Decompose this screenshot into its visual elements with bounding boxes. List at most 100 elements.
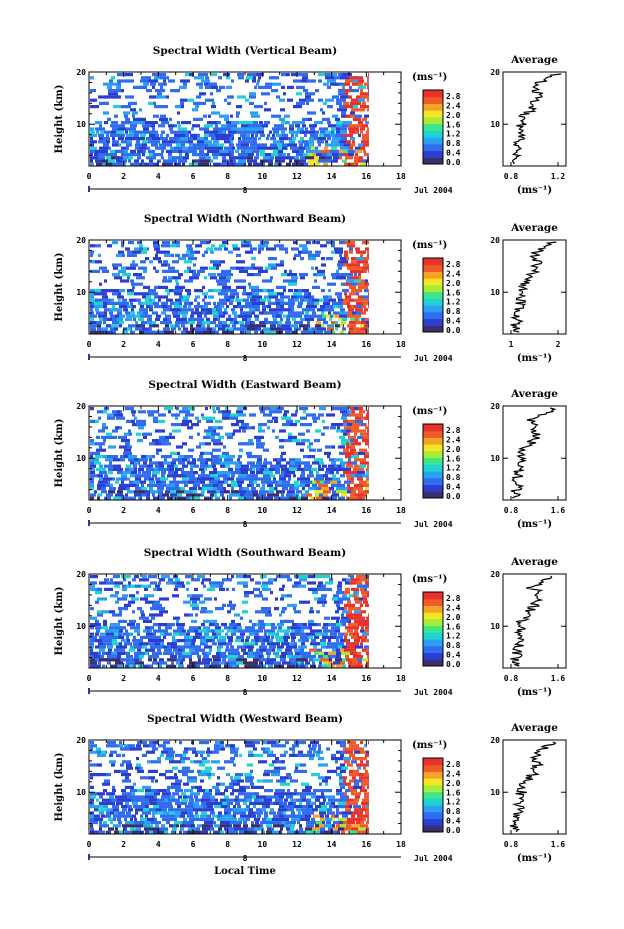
heatmap-cell [364,82,369,86]
heatmap-cell [237,146,247,150]
heatmap-cell [306,429,310,433]
heatmap-cell [204,429,213,433]
heatmap-cell [104,298,111,302]
heatmap-cell [340,744,346,748]
heatmap-cell [309,471,313,475]
heatmap-cell [96,467,106,471]
heatmap-cell [277,760,283,764]
colorbar-segment [423,258,443,266]
heatmap-cell [181,811,189,815]
heatmap-cell [290,146,296,150]
heatmap-cell [288,801,293,805]
heatmap-cell [238,792,244,796]
heatmap-cell [143,619,152,623]
heatmap-cell [250,247,257,251]
heatmap-cell [178,655,185,659]
heatmap-cell [263,639,271,643]
heatmap-cells [90,241,369,334]
heatmap-cell [195,811,198,815]
heatmap-cell [250,578,254,582]
heatmap-cell [316,610,320,614]
heatmap-cell [178,159,187,163]
heatmap-cell [281,760,285,764]
heatmap-cell [107,301,112,305]
heatmap-cell [120,648,125,652]
average-x-tick-label: 0.8 [504,506,519,515]
heatmap-cell [235,298,244,302]
heatmap-cell [324,298,329,302]
heatmap-cell [177,808,187,812]
heatmap-cell [230,159,233,163]
heatmap-cell [359,597,363,601]
heatmap-cell [217,648,221,652]
heatmap-cell [101,490,107,494]
heatmap-cell [325,149,332,153]
heatmap-cell [188,480,197,484]
heatmap-cell [309,753,315,757]
heatmap-cell [126,655,133,659]
heatmap-cell [274,327,283,331]
heatmap-cell [146,146,150,150]
heatmap-cell [155,429,165,433]
heatmap-cell [203,619,212,623]
heatmap-cell [367,295,369,299]
heatmap-cell [280,298,284,302]
heatmap-cell [96,130,99,134]
heatmap-cell [228,250,233,254]
x-tick-label: 14 [327,840,337,849]
heatmap-cell [300,130,310,134]
heatmap-cell [150,824,153,828]
heatmap-cell [134,159,139,163]
heatmap-cell [288,776,292,780]
heatmap-cell [99,801,108,805]
heatmap-cell [184,455,190,459]
heatmap-cell [316,753,320,757]
heatmap-cell [342,645,347,649]
heatmap-cell [232,311,237,315]
heatmap-cell [195,785,202,789]
heatmap-cell [318,747,321,751]
heatmap-cell [111,798,118,802]
heatmap-cell [207,773,212,777]
colorbar-tick-label: 1.6 [446,622,461,631]
heatmap-cell [126,79,134,83]
heatmap-cell [212,407,215,411]
heatmap-cell [202,795,211,799]
heatmap-cell [143,435,147,439]
heatmap-cell [224,811,231,815]
heatmap-cell [287,578,292,582]
heatmap-cell [183,817,187,821]
heatmap-cell [120,795,130,799]
heatmap-cell [246,133,250,137]
heatmap-cell [204,496,213,500]
heatmap-cell [136,419,142,423]
heatmap-cell [355,130,358,134]
heatmap-cell [125,247,130,251]
heatmap-cell [356,292,359,296]
heatmap-cell [229,814,234,818]
heatmap-cell [116,645,124,649]
colorbar-segment [423,632,443,640]
heatmap-cell [259,645,264,649]
heatmap-cell [103,137,110,141]
heatmap-cell [153,162,158,166]
heatmap-cell [245,645,253,649]
heatmap-cell [166,298,173,302]
heatmap-cell [282,133,288,137]
heatmap-cell [137,439,143,443]
heatmap-cell [200,143,205,147]
heatmap-cell [339,149,344,153]
heatmap-cell [362,496,365,500]
heatmap-cell [223,73,230,77]
heatmap-cell [347,645,356,649]
heatmap-cell [189,487,197,491]
heatmap-cell [103,82,112,86]
x-tick-label: 16 [362,506,372,515]
colorbar-segment [423,477,443,486]
heatmap-cell [155,133,159,137]
heatmap-cell [152,651,159,655]
heatmap-cell [298,814,308,818]
heatmap-cell [90,156,98,160]
heatmap-cell [307,321,310,325]
heatmap-cell [291,811,295,815]
